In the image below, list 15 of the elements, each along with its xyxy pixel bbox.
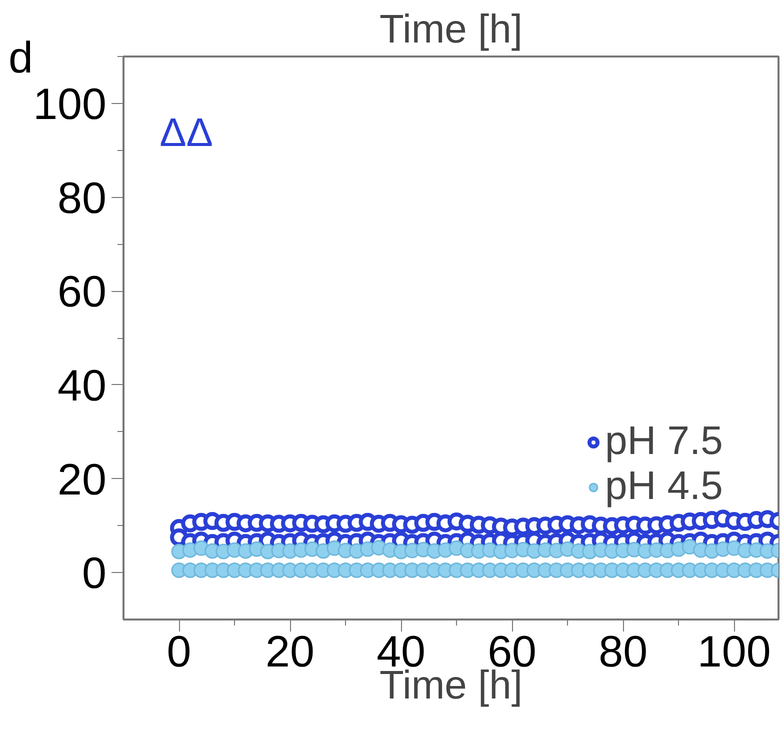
y-tick-label: 20	[58, 455, 107, 504]
y-tick-label: 40	[58, 361, 107, 410]
y-tick-label: 80	[58, 174, 107, 223]
legend-label: pH 7.5	[605, 419, 723, 464]
chart-title: Time [h]	[380, 8, 523, 52]
y-tick-label: 0	[82, 549, 107, 598]
x-tick-label: 80	[598, 628, 648, 676]
x-tick-label: 0	[166, 628, 192, 676]
annotation: ΔΔ	[160, 111, 214, 156]
text: d	[8, 34, 33, 82]
x-tick-label: 20	[266, 628, 315, 676]
y-tick-label: 60	[58, 268, 107, 317]
legend-label: pH 4.5	[605, 464, 723, 509]
x-tick-label: 100	[697, 628, 771, 676]
y-tick-label: 100	[33, 80, 107, 129]
